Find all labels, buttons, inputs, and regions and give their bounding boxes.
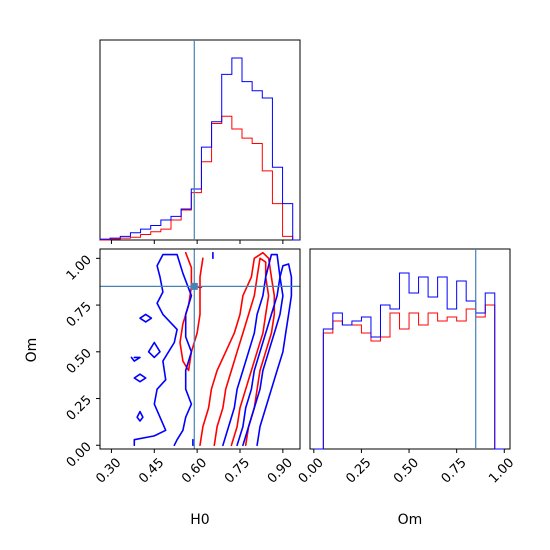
om-hist-xtick-label: 0.50 — [391, 455, 422, 486]
h0-histogram-panel — [99, 39, 301, 244]
om-hist-xtick-label: 1.00 — [486, 455, 517, 486]
blue-om-histogram — [313, 272, 505, 450]
blue-h0-histogram — [99, 57, 300, 241]
blue-contour-3 — [147, 341, 161, 359]
blue-contour-4 — [133, 373, 147, 383]
red-h0-histogram — [100, 115, 300, 241]
joint-ytick-label: 0.25 — [64, 393, 95, 424]
om-histogram-frame — [309, 248, 511, 450]
blue-contour-6 — [136, 410, 144, 422]
joint-ytick-label: 0.00 — [64, 439, 95, 470]
joint-ytick-label: 0.75 — [64, 299, 95, 330]
blue-contour-1 — [222, 253, 284, 447]
blue-contour-5 — [139, 313, 153, 323]
joint-ytick-label: 0.50 — [64, 346, 95, 377]
joint-frame — [99, 248, 301, 450]
om-histogram-panel: 0.00 0.25 0.50 0.75 1.00 — [296, 248, 517, 487]
h0-om-contour-panel: 0.30 0.45 0.60 0.75 0.90 0.00 0.25 0.50 0.75 1.00 — [64, 248, 301, 487]
om-hist-xtick-label: 0.00 — [296, 455, 327, 486]
red-contour-1 — [213, 257, 270, 447]
red-contour-0 — [199, 251, 276, 447]
joint-xtick-label: 0.30 — [93, 455, 124, 486]
joint-truth-marker — [190, 282, 198, 290]
joint-xtick-label: 0.75 — [222, 455, 253, 486]
om-hist-xtick-label: 0.75 — [439, 455, 470, 486]
blue-contour-2 — [133, 253, 193, 447]
y-axis-label-om: Om — [24, 338, 40, 363]
om-hist-xtick-label: 0.25 — [343, 455, 374, 486]
joint-ytick-label: 1.00 — [64, 253, 95, 284]
x-axis-label-om: Om — [398, 512, 423, 528]
blue-contour-7 — [130, 356, 141, 362]
h0-histogram-frame — [99, 39, 301, 241]
joint-xtick-label: 0.45 — [136, 455, 167, 486]
x-axis-label-h0: H0 — [190, 512, 209, 528]
joint-xtick-label: 0.90 — [265, 455, 296, 486]
joint-xtick-label: 0.60 — [179, 455, 210, 486]
blue-contour-0 — [236, 263, 293, 447]
